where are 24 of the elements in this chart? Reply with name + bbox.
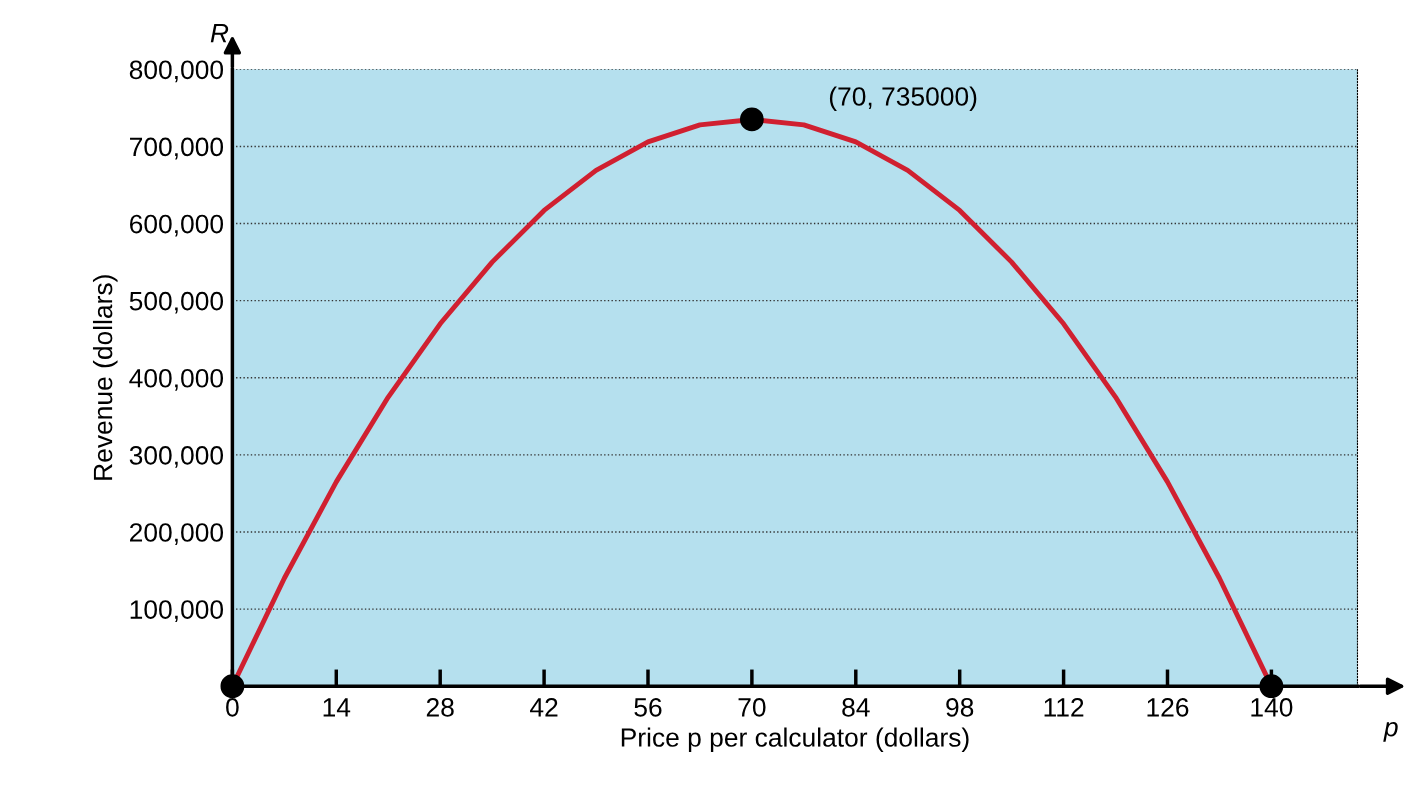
y-tick-label: 400,000 [129, 368, 224, 391]
x-tick-label: 98 [946, 698, 974, 717]
y-tick-label: 100,000 [130, 600, 224, 623]
x-tick-label: 28 [426, 698, 454, 717]
x-tick-label: 14 [323, 698, 351, 717]
y-tick-label: 200,000 [130, 523, 224, 545]
x-tick-label: 140 [1251, 698, 1293, 717]
y-tick-label: 300,000 [129, 446, 224, 468]
x-tick-label: 112 [1044, 698, 1084, 717]
x-tick-label: 0 [226, 698, 239, 717]
x-tick-label: 84 [842, 698, 870, 717]
y-tick-label: 700,000 [130, 137, 224, 160]
text: R [210, 24, 229, 43]
x-axis-title: Price p per calculator (dollars) [621, 727, 969, 753]
text: p [1383, 722, 1398, 742]
x-tick-label: 70 [738, 698, 766, 717]
x-tick-label: 42 [530, 698, 558, 717]
y-tick-label: 800,000 [129, 60, 224, 83]
annotation: (70, 735000) [829, 86, 977, 112]
y-axis-title: Revenue (dollars) [92, 275, 118, 480]
y-tick-label: 500,000 [129, 291, 224, 314]
y-tick-label: 600,000 [130, 214, 224, 237]
x-tick-label: 56 [634, 698, 662, 717]
x-tick-label: 126 [1147, 698, 1189, 717]
